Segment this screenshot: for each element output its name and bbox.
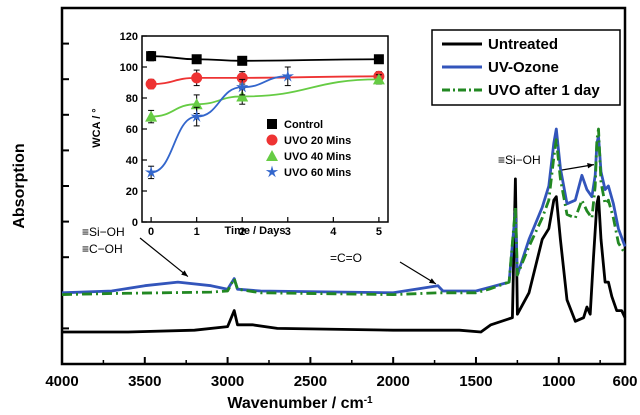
inset-point-square	[146, 51, 156, 61]
x-tick-label: 600	[612, 373, 637, 390]
inset-y-tick-label: 60	[126, 124, 138, 136]
inset-x-tick-label: 1	[194, 226, 200, 238]
inset-y-tick-label: 40	[126, 155, 138, 167]
x-tick-label: 4000	[45, 373, 78, 390]
main-x-ticks: 4000 3500 3000 2500 2000 1500 1000 600	[45, 357, 637, 390]
inset-x-tick-label: 0	[148, 226, 154, 238]
annotation-arrow	[140, 238, 188, 277]
inset-legend-label-0: Control	[284, 119, 323, 131]
inset-legend-label-2: UVO 40 Mins	[284, 151, 351, 163]
inset-legend-marker-0	[267, 119, 277, 129]
x-axis-title: Wavenumber / cm-1	[227, 395, 373, 413]
annotation-label: ≡Si−OH	[82, 225, 125, 239]
inset-y-tick-label: 120	[120, 31, 138, 43]
x-tick-label: 2500	[294, 373, 327, 390]
y-axis-title: Absorption	[11, 143, 28, 228]
annotation-arrowhead	[429, 278, 436, 284]
x-tick-label: 1000	[542, 373, 575, 390]
inset-y-axis-title: WCA / °	[91, 108, 103, 147]
legend-label-1: UV-Ozone	[488, 59, 559, 76]
inset-point-square	[237, 56, 247, 66]
inset-x-axis-title: Time / Days	[225, 225, 286, 237]
inset-legend-label-1: UVO 20 Mins	[284, 135, 351, 147]
inset-y-tick-label: 20	[126, 186, 138, 198]
annotation-label: =C=O	[330, 251, 362, 265]
inset-point-circle	[146, 79, 157, 90]
inset-x-tick-label: 5	[376, 226, 382, 238]
legend-label-0: Untreated	[488, 36, 558, 53]
inset-x-tick-label: 4	[330, 226, 337, 238]
inset-legend-marker-1	[267, 135, 278, 146]
inset-frame	[142, 36, 388, 222]
annotation-label: ≡C−OH	[82, 242, 123, 256]
inset-y-tick-label: 100	[120, 62, 138, 74]
x-tick-label: 1500	[459, 373, 492, 390]
inset-point-circle	[191, 72, 202, 83]
x-tick-label: 3000	[211, 373, 244, 390]
inset-point-square	[192, 54, 202, 64]
inset-y-tick-label: 0	[132, 217, 138, 229]
x-tick-label: 2000	[376, 373, 409, 390]
inset-y-tick-label: 80	[126, 93, 138, 105]
legend-label-2: UVO after 1 day	[488, 82, 600, 99]
annotation-arrowhead	[587, 163, 594, 168]
x-tick-label: 3500	[128, 373, 161, 390]
inset-point-square	[374, 54, 384, 64]
annotation-label: ≡Si−OH	[498, 153, 541, 167]
inset-legend-label-3: UVO 60 Mins	[284, 167, 351, 179]
inset-x-tick-label: 3	[285, 226, 291, 238]
